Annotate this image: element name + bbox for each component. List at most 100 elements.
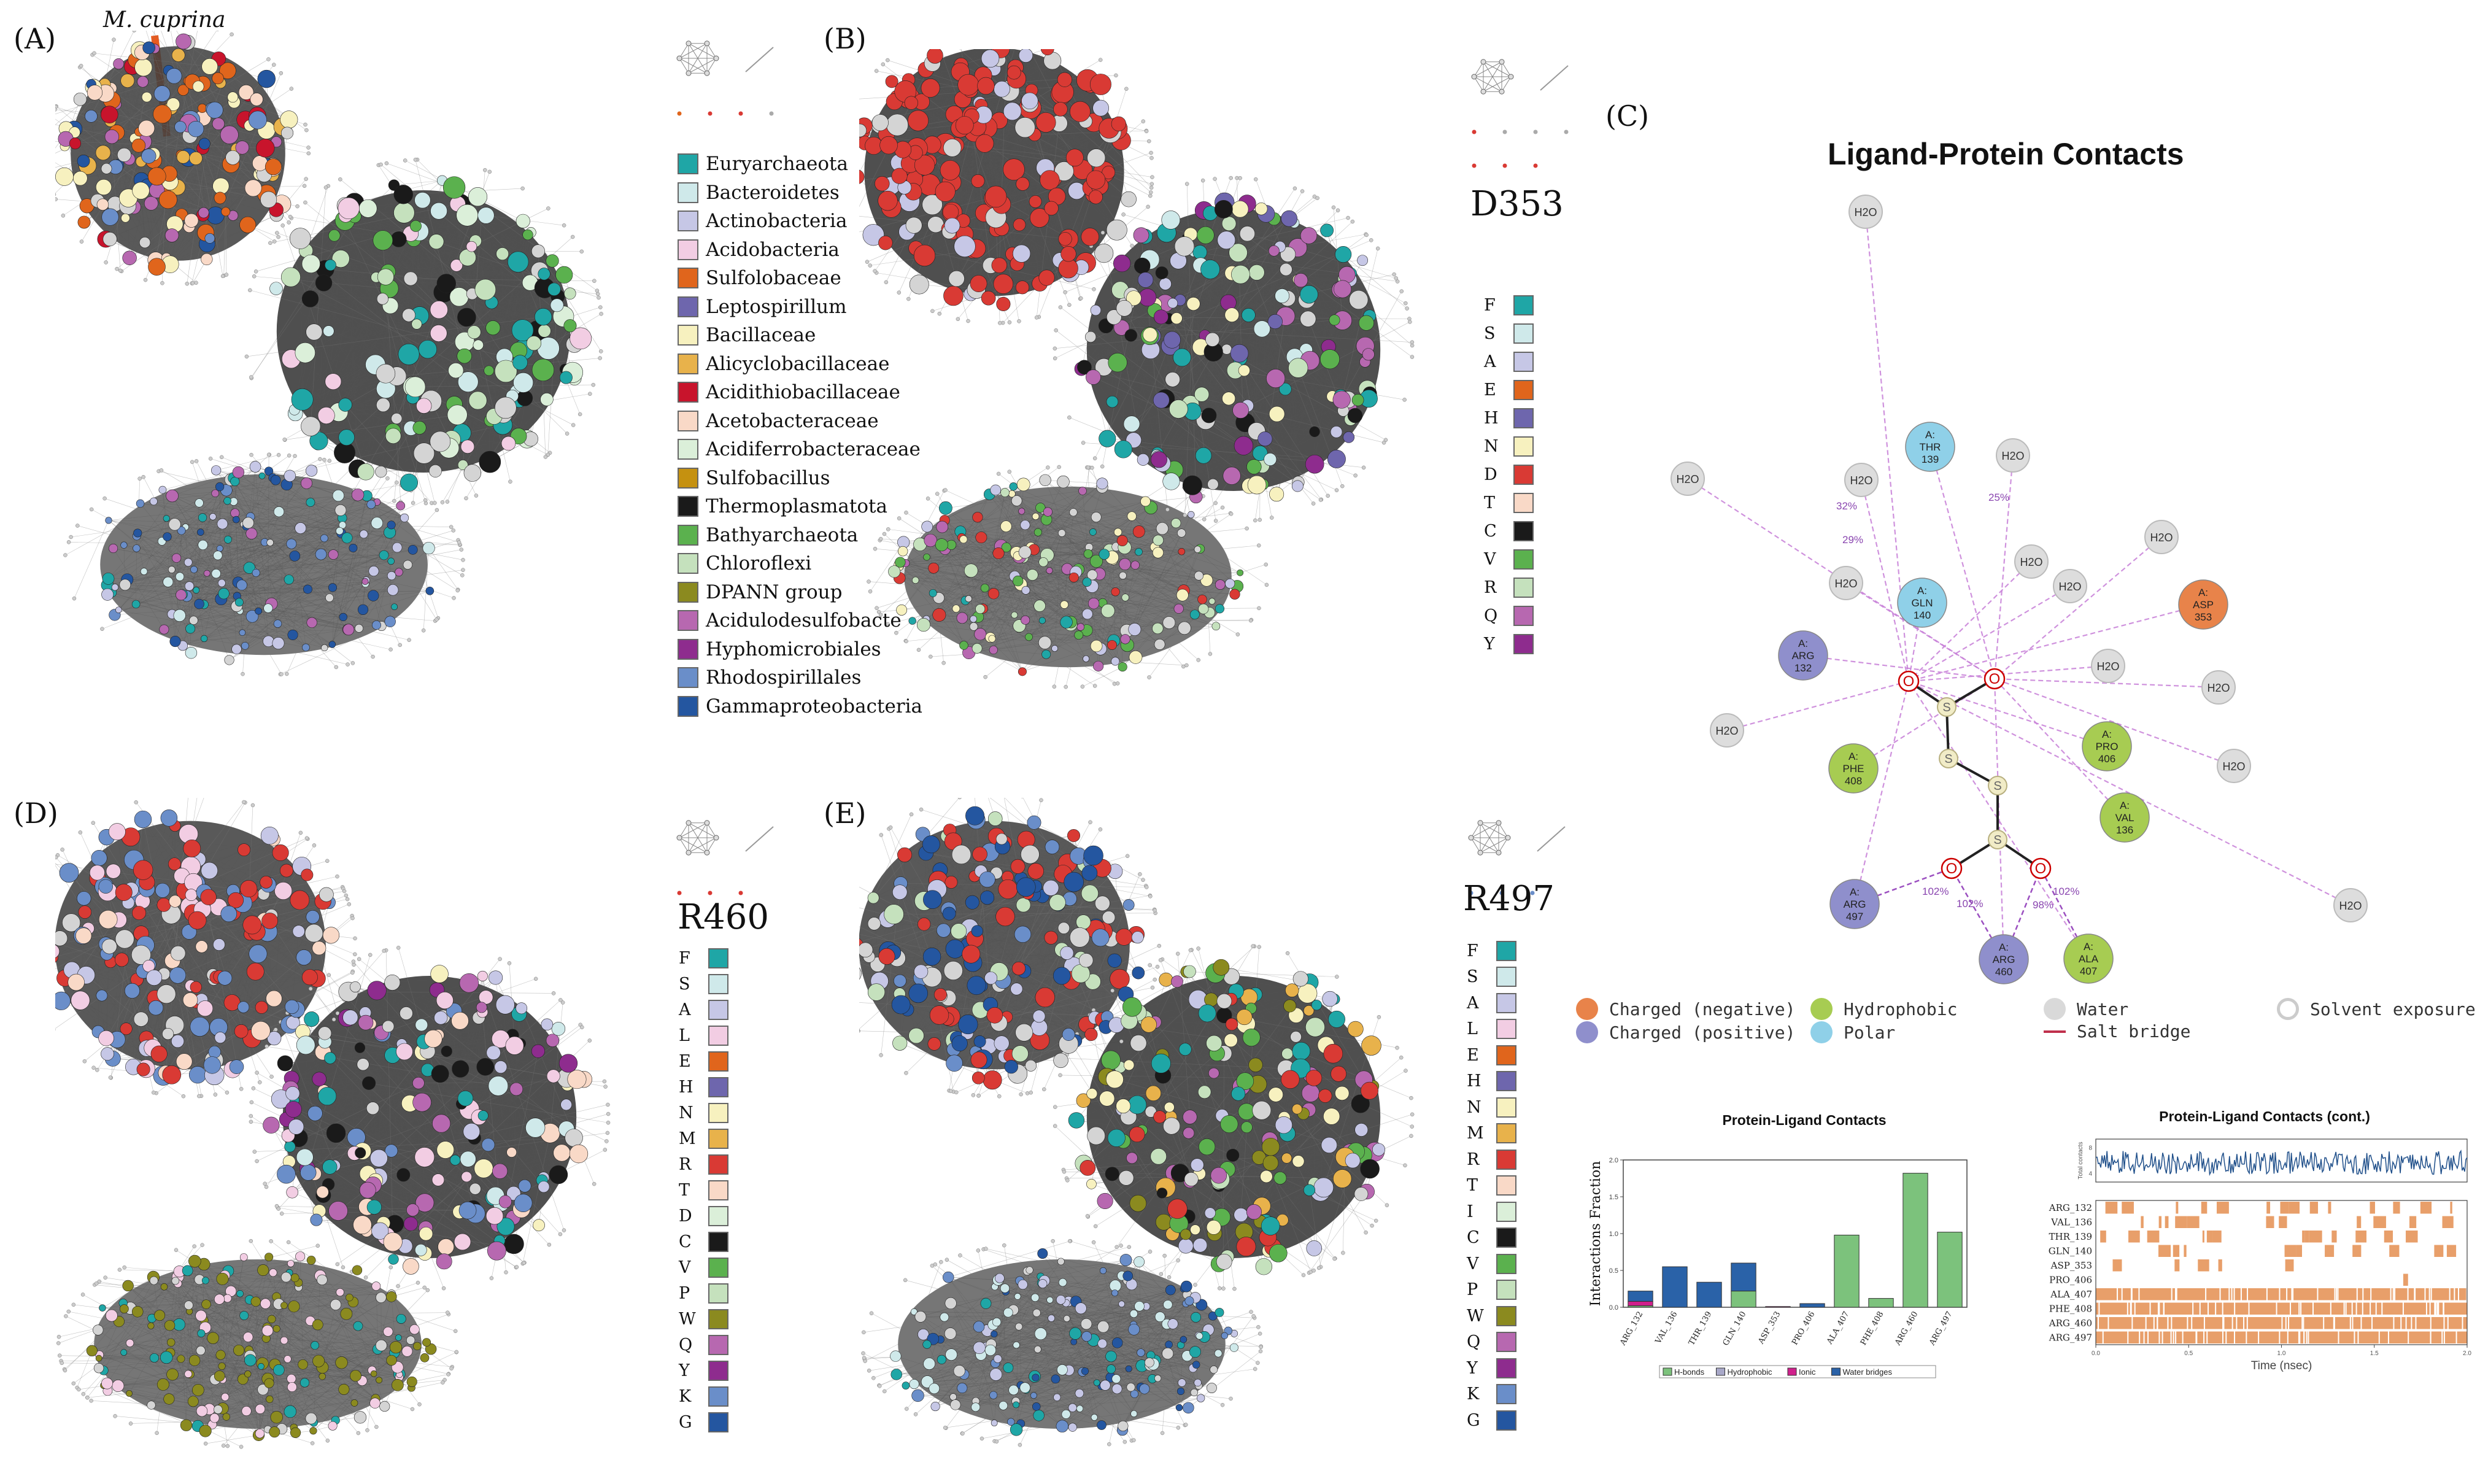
network-node xyxy=(909,274,929,295)
network-node xyxy=(338,197,360,220)
aa-legend-item: T xyxy=(1484,489,1534,517)
x-tick-label: ASP_353 xyxy=(1756,1310,1783,1347)
ligand-legend-item: Charged (positive) xyxy=(1576,1021,1795,1043)
network-node xyxy=(1163,331,1181,349)
network-node xyxy=(1241,308,1256,322)
network-node xyxy=(243,1332,253,1342)
aa-letter: H xyxy=(1484,408,1499,428)
network-node xyxy=(1248,1057,1263,1072)
network-node xyxy=(923,1358,935,1370)
network-node xyxy=(1111,1383,1122,1394)
network-node xyxy=(1063,1315,1070,1322)
network-node xyxy=(212,938,225,951)
aa-letter: L xyxy=(1467,1019,1478,1039)
network-node xyxy=(1201,408,1217,423)
residue-node xyxy=(1897,578,1947,628)
contact-timeline: Total contacts 48ARG_132VAL_136THR_139GLN… xyxy=(2049,1138,2471,1372)
taxa-legend-item: Bathyarchaeota xyxy=(678,521,922,550)
x-tick-label: ARG_497 xyxy=(1928,1310,1955,1348)
scale-dot xyxy=(1530,891,1535,895)
network-node xyxy=(1097,1339,1108,1349)
network-node xyxy=(160,1283,168,1291)
aa-legend-item: G xyxy=(679,1409,728,1435)
x-tick-label: ARG_460 xyxy=(1893,1310,1920,1348)
network-node xyxy=(1099,1091,1115,1107)
network-node xyxy=(517,390,533,406)
network-node xyxy=(1319,349,1340,369)
network-node xyxy=(310,1213,323,1226)
network-node xyxy=(1062,1028,1075,1041)
network-node xyxy=(914,1311,927,1323)
network-node xyxy=(1058,1278,1067,1287)
network-node xyxy=(146,969,163,986)
network-node xyxy=(1118,1170,1134,1186)
network-node xyxy=(1076,1405,1084,1412)
aa-swatch xyxy=(1496,1123,1516,1144)
network-node xyxy=(496,247,509,260)
aa-letter: V xyxy=(679,1258,691,1277)
network-node xyxy=(284,1355,292,1363)
sulfur-atom xyxy=(1988,830,2007,849)
legend-label: Acidobacteria xyxy=(706,238,840,261)
aa-letter: A xyxy=(1467,993,1479,1013)
network-node xyxy=(1187,511,1195,519)
legend-label: Hyphomicrobiales xyxy=(706,638,881,660)
network-node xyxy=(1306,1240,1323,1256)
network-node xyxy=(1065,149,1084,167)
network-node xyxy=(897,847,913,862)
network-node xyxy=(975,604,986,614)
network-node xyxy=(1169,400,1188,419)
network-node xyxy=(498,1195,512,1208)
network-node xyxy=(1269,406,1285,422)
network-node xyxy=(1034,1327,1047,1340)
panel-c-letter: (C) xyxy=(1605,99,1650,133)
network-node xyxy=(1100,1380,1111,1391)
network-node xyxy=(1035,112,1056,133)
aa-legend-item: R xyxy=(1484,573,1534,601)
network-node xyxy=(995,906,1015,927)
network-node xyxy=(1273,1171,1287,1184)
network-node xyxy=(432,1114,451,1133)
network-node xyxy=(909,1379,919,1389)
network-node xyxy=(223,497,231,505)
network-node xyxy=(1162,616,1176,629)
network-node xyxy=(122,1280,134,1292)
network-node xyxy=(547,282,561,296)
network-node xyxy=(958,1014,978,1035)
network-node xyxy=(1044,930,1058,945)
network-node xyxy=(376,1292,387,1303)
network-node xyxy=(1232,402,1249,419)
network-node xyxy=(398,343,420,365)
network-node xyxy=(1128,623,1141,636)
network-node xyxy=(133,528,142,538)
network-node xyxy=(1113,254,1131,272)
network-node xyxy=(206,101,223,119)
network-node xyxy=(396,1043,413,1061)
aa-swatch xyxy=(708,1180,728,1200)
network-node xyxy=(211,465,222,476)
network-node xyxy=(72,171,88,186)
network-node xyxy=(1010,1423,1023,1436)
network-node xyxy=(1134,1301,1145,1312)
network-node xyxy=(538,1181,550,1193)
network-node xyxy=(1081,884,1099,902)
network-node xyxy=(859,942,873,958)
timeline-row xyxy=(2096,1317,2467,1329)
network-node xyxy=(485,1207,504,1225)
network-node xyxy=(531,244,546,258)
network-node xyxy=(289,228,311,249)
aa-legend-item: V xyxy=(679,1254,728,1280)
network-node xyxy=(296,1148,314,1166)
network-node xyxy=(989,1391,998,1399)
network-node xyxy=(201,58,218,75)
network-node xyxy=(422,1338,431,1347)
network-node xyxy=(77,891,91,906)
water-node xyxy=(2201,670,2236,705)
network-node xyxy=(1111,1289,1119,1297)
water-label: H2O xyxy=(2339,900,2362,912)
network-node xyxy=(531,358,555,382)
timeline-row-label: ALA_407 xyxy=(2050,1289,2092,1300)
taxa-legend-item: Alicyclobacillaceae xyxy=(678,350,922,379)
network-node xyxy=(98,1030,114,1046)
network-node xyxy=(514,1194,533,1212)
